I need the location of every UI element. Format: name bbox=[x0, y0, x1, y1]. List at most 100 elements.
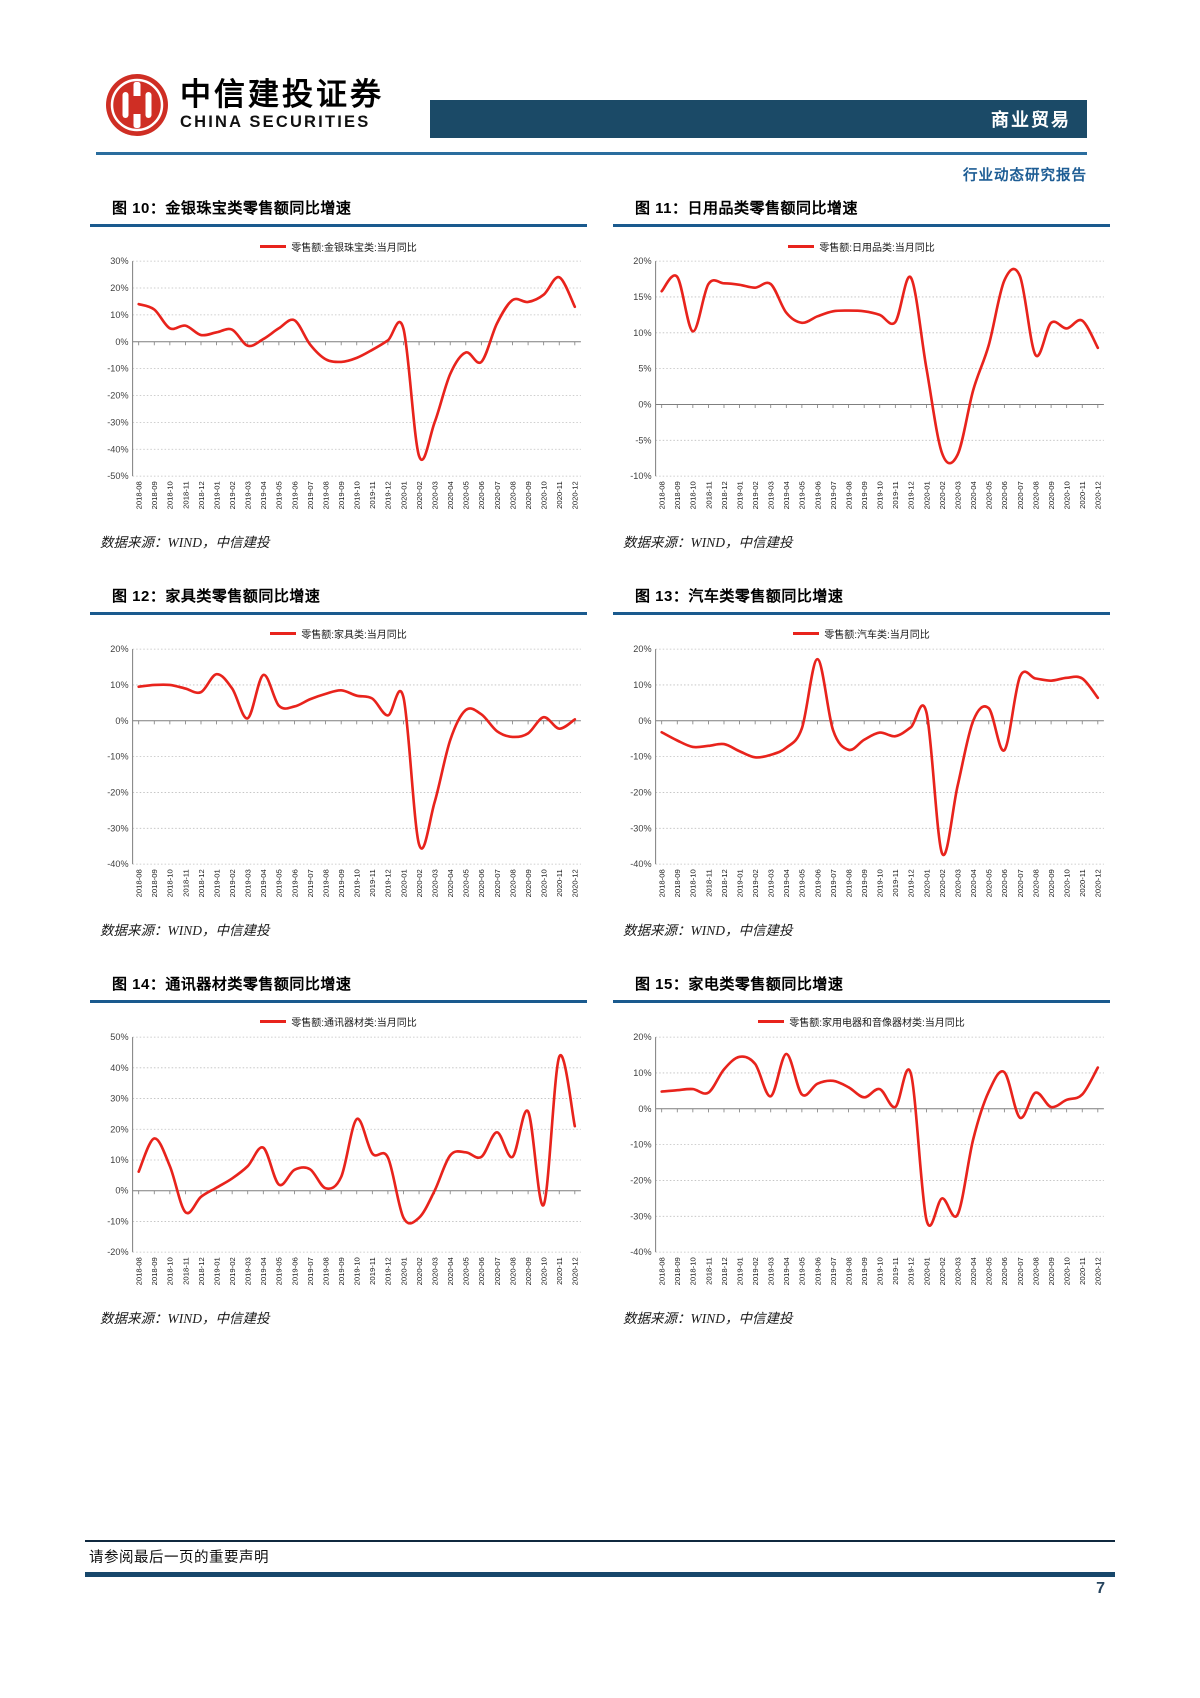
svg-text:2020-12: 2020-12 bbox=[571, 869, 580, 897]
figure-15-rule bbox=[613, 999, 1110, 1003]
svg-text:2020-07: 2020-07 bbox=[1016, 1257, 1025, 1285]
y-axis-label: 0% bbox=[638, 400, 651, 410]
svg-text:2019-03: 2019-03 bbox=[244, 481, 253, 509]
svg-text:2019-02: 2019-02 bbox=[751, 481, 760, 509]
y-axis-label: -40% bbox=[630, 859, 651, 869]
svg-text:2018-08: 2018-08 bbox=[135, 869, 144, 897]
header-divider bbox=[96, 152, 1087, 155]
svg-text:2019-11: 2019-11 bbox=[368, 481, 377, 509]
y-axis-label: 40% bbox=[110, 1063, 128, 1073]
y-axis-label: -40% bbox=[107, 859, 128, 869]
svg-text:2020-04: 2020-04 bbox=[446, 868, 455, 897]
company-logo: 中信建投证券 CHINA SECURITIES bbox=[104, 72, 384, 138]
svg-text:2019-05: 2019-05 bbox=[798, 481, 807, 509]
svg-text:2020-11: 2020-11 bbox=[1078, 1257, 1087, 1285]
figure-12-legend: 零售额:家具类:当月同比 bbox=[90, 627, 587, 641]
legend-label: 零售额:通讯器材类:当月同比 bbox=[291, 1018, 417, 1030]
svg-text:2019-01: 2019-01 bbox=[735, 481, 744, 509]
svg-text:2019-09: 2019-09 bbox=[337, 481, 346, 509]
svg-text:2019-09: 2019-09 bbox=[860, 481, 869, 509]
y-axis-label: 0% bbox=[638, 1104, 651, 1114]
x-axis-ticks bbox=[661, 404, 1099, 409]
legend-label: 零售额:家用电器和音像器材类:当月同比 bbox=[789, 1018, 965, 1030]
svg-text:2018-10: 2018-10 bbox=[166, 481, 175, 509]
svg-text:2019-08: 2019-08 bbox=[844, 1257, 853, 1285]
y-axis-label: 10% bbox=[633, 1068, 651, 1078]
x-axis-labels: 2018-08 2018-09 2018-10 2018-11 2018-12 2019-… bbox=[135, 1256, 580, 1285]
y-axis-label: -20% bbox=[630, 787, 651, 797]
svg-text:2019-11: 2019-11 bbox=[368, 1257, 377, 1285]
series-line bbox=[137, 1053, 577, 1225]
line-chart-autos: -40% -30% -20% -10% 0% 10% 20% 2018-08 2018-09 20… bbox=[613, 641, 1110, 917]
svg-text:2020-06: 2020-06 bbox=[1000, 1257, 1009, 1285]
svg-text:2018-11: 2018-11 bbox=[181, 481, 190, 509]
footer-top-rule bbox=[85, 1540, 1115, 1542]
svg-text:2019-10: 2019-10 bbox=[876, 481, 885, 509]
figure-10: 图 10：金银珠宝类零售额同比增速 零售额:金银珠宝类:当月同比 -50% -40… bbox=[90, 197, 587, 551]
svg-text:2019-08: 2019-08 bbox=[844, 481, 853, 509]
y-axis-label: -10% bbox=[630, 752, 651, 762]
svg-text:2020-07: 2020-07 bbox=[493, 1257, 502, 1285]
y-axis-label: -20% bbox=[630, 1175, 651, 1185]
y-axis-label: -20% bbox=[107, 787, 128, 797]
svg-text:2020-09: 2020-09 bbox=[1047, 1257, 1056, 1285]
svg-text:2019-06: 2019-06 bbox=[290, 1257, 299, 1285]
y-axis-label: -50% bbox=[107, 471, 128, 481]
svg-text:2018-12: 2018-12 bbox=[197, 869, 206, 897]
x-axis-ticks bbox=[661, 720, 1099, 725]
svg-text:2020-02: 2020-02 bbox=[938, 869, 947, 897]
svg-text:2019-06: 2019-06 bbox=[813, 869, 822, 897]
svg-text:2020-07: 2020-07 bbox=[1016, 481, 1025, 509]
svg-text:2019-04: 2019-04 bbox=[782, 480, 791, 509]
svg-text:2018-10: 2018-10 bbox=[166, 1257, 175, 1285]
svg-text:2019-12: 2019-12 bbox=[907, 869, 916, 897]
svg-text:2020-08: 2020-08 bbox=[1031, 1257, 1040, 1285]
svg-text:2019-03: 2019-03 bbox=[767, 481, 776, 509]
series-line bbox=[660, 267, 1100, 465]
svg-text:2020-09: 2020-09 bbox=[524, 1257, 533, 1285]
series-line bbox=[660, 1052, 1100, 1227]
svg-text:2020-08: 2020-08 bbox=[508, 481, 517, 509]
svg-text:2019-12: 2019-12 bbox=[907, 1257, 916, 1285]
sector-badge-label: 商业贸易 bbox=[991, 110, 1071, 130]
svg-text:2018-11: 2018-11 bbox=[181, 869, 190, 897]
line-chart-jewelry: -50% -40% -30% -20% -10% 0% 10% 20% 30% 2018-08 20… bbox=[90, 253, 587, 529]
svg-text:2018-10: 2018-10 bbox=[166, 869, 175, 897]
y-axis-label: -5% bbox=[635, 435, 651, 445]
svg-text:2020-10: 2020-10 bbox=[1063, 481, 1072, 509]
figure-14: 图 14：通讯器材类零售额同比增速 零售额:通讯器材类:当月同比 -20% -10… bbox=[90, 973, 587, 1327]
figure-15-legend: 零售额:家用电器和音像器材类:当月同比 bbox=[613, 1015, 1110, 1029]
legend-line-icon bbox=[260, 244, 287, 248]
svg-text:2019-07: 2019-07 bbox=[829, 481, 838, 509]
line-chart-svg: -40%-30%-20%-10%0%10%20%2018-08 2018-09 20… bbox=[630, 1032, 1104, 1285]
y-axis-label: 20% bbox=[110, 283, 128, 293]
svg-text:2019-05: 2019-05 bbox=[798, 1257, 807, 1285]
line-chart-furniture: -40% -30% -20% -10% 0% 10% 20% 2018-08 2018-09 20… bbox=[90, 641, 587, 917]
svg-text:2020-10: 2020-10 bbox=[540, 1257, 549, 1285]
svg-text:2018-08: 2018-08 bbox=[135, 481, 144, 509]
y-axis-label: -40% bbox=[107, 444, 128, 454]
figure-14-rule bbox=[90, 999, 587, 1003]
x-axis-labels: 2018-08 2018-09 2018-10 2018-11 2018-12 2019-… bbox=[135, 480, 580, 509]
report-type-label: 行业动态研究报告 bbox=[963, 168, 1087, 184]
svg-text:2020-11: 2020-11 bbox=[555, 1257, 564, 1285]
series-line bbox=[660, 657, 1100, 857]
figure-11-legend: 零售额:日用品类:当月同比 bbox=[613, 239, 1110, 254]
y-axis-label: -30% bbox=[107, 417, 128, 427]
line-chart-svg: -10% -5% 0% 5% 10% 15% 20% 2018-08 2018-09 2018-1… bbox=[630, 256, 1104, 509]
svg-text:2019-04: 2019-04 bbox=[259, 480, 268, 509]
svg-text:2020-12: 2020-12 bbox=[1094, 481, 1103, 509]
svg-text:2019-03: 2019-03 bbox=[767, 1257, 776, 1285]
svg-text:2019-06: 2019-06 bbox=[813, 1257, 822, 1285]
y-axis-label: 20% bbox=[633, 256, 651, 266]
sector-badge: 商业贸易 bbox=[430, 100, 1087, 138]
figure-10-legend: 零售额:金银珠宝类:当月同比 bbox=[90, 239, 587, 254]
svg-text:2020-11: 2020-11 bbox=[1078, 481, 1087, 509]
logo-name-en: CHINA SECURITIES bbox=[180, 112, 371, 131]
chart-grid: 图 10：金银珠宝类零售额同比增速 零售额:金银珠宝类:当月同比 -50% -40… bbox=[90, 197, 1110, 1327]
svg-text:2019-04: 2019-04 bbox=[259, 1256, 268, 1285]
svg-text:2019-07: 2019-07 bbox=[306, 481, 315, 509]
y-axis-label: 0% bbox=[115, 1185, 128, 1195]
svg-text:2020-05: 2020-05 bbox=[462, 1257, 471, 1285]
y-axis-label: -10% bbox=[107, 752, 128, 762]
